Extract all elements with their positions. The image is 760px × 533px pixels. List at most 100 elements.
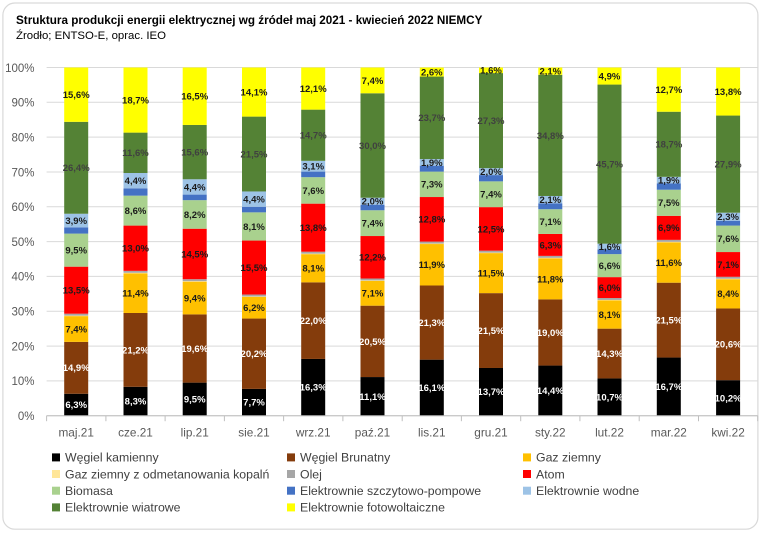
svg-text:19,6%: 19,6% [181, 344, 208, 355]
svg-text:Biomasa: Biomasa [65, 484, 113, 498]
svg-text:2,0%: 2,0% [480, 167, 502, 178]
svg-text:kwi.22: kwi.22 [711, 425, 744, 439]
svg-text:4,4%: 4,4% [184, 182, 206, 193]
svg-text:21,2%: 21,2% [122, 345, 149, 356]
svg-text:11,6%: 11,6% [122, 148, 149, 159]
svg-text:2,1%: 2,1% [539, 67, 561, 78]
svg-text:12,2%: 12,2% [359, 253, 386, 264]
svg-text:23,7%: 23,7% [418, 113, 445, 124]
svg-text:lis.21: lis.21 [418, 425, 446, 439]
svg-text:Atom: Atom [536, 467, 565, 481]
svg-text:13,5%: 13,5% [63, 286, 90, 297]
svg-text:8,3%: 8,3% [125, 397, 147, 408]
svg-text:11,1%: 11,1% [359, 392, 386, 403]
svg-text:6,9%: 6,9% [658, 223, 680, 234]
svg-text:20,6%: 20,6% [715, 340, 742, 351]
svg-text:Gaz ziemny: Gaz ziemny [536, 451, 602, 465]
svg-text:4,4%: 4,4% [125, 176, 147, 187]
svg-text:13,0%: 13,0% [122, 244, 149, 255]
svg-text:20,5%: 20,5% [359, 337, 386, 348]
svg-text:20,2%: 20,2% [241, 349, 268, 360]
svg-text:26,4%: 26,4% [63, 163, 90, 174]
svg-text:21,5%: 21,5% [241, 149, 268, 160]
svg-text:paź.21: paź.21 [355, 425, 390, 439]
svg-text:Węgiel Brunatny: Węgiel Brunatny [300, 451, 391, 465]
svg-text:7,1%: 7,1% [539, 217, 561, 228]
svg-text:wrz.21: wrz.21 [295, 425, 331, 439]
svg-text:20%: 20% [11, 341, 34, 353]
svg-text:7,6%: 7,6% [717, 234, 739, 245]
svg-text:14,1%: 14,1% [241, 87, 268, 98]
svg-text:lip.21: lip.21 [181, 425, 209, 439]
svg-text:8,1%: 8,1% [243, 222, 265, 233]
svg-text:8,1%: 8,1% [302, 264, 324, 275]
svg-text:maj.21: maj.21 [58, 425, 93, 439]
svg-text:8,2%: 8,2% [184, 210, 206, 221]
svg-text:9,4%: 9,4% [184, 293, 206, 304]
svg-text:30%: 30% [11, 307, 34, 319]
svg-text:13,8%: 13,8% [300, 223, 327, 234]
svg-text:7,4%: 7,4% [362, 219, 384, 230]
svg-text:7,3%: 7,3% [421, 180, 443, 191]
svg-text:cze.21: cze.21 [118, 425, 153, 439]
svg-text:16,7%: 16,7% [655, 382, 682, 393]
svg-text:4,4%: 4,4% [243, 195, 265, 206]
svg-text:Gaz ziemny z odmetanowania kop: Gaz ziemny z odmetanowania kopalń [65, 467, 270, 481]
svg-text:27,9%: 27,9% [715, 160, 742, 171]
svg-text:18,7%: 18,7% [655, 140, 682, 151]
svg-text:13,7%: 13,7% [478, 387, 505, 398]
svg-text:11,5%: 11,5% [478, 269, 505, 280]
svg-text:10,2%: 10,2% [715, 393, 742, 404]
svg-text:Elektrownie wiatrowe: Elektrownie wiatrowe [65, 501, 181, 515]
svg-text:21,5%: 21,5% [478, 326, 505, 337]
svg-text:9,5%: 9,5% [184, 395, 206, 406]
svg-text:90%: 90% [11, 98, 34, 110]
svg-text:1,6%: 1,6% [599, 242, 621, 253]
svg-text:16,5%: 16,5% [181, 92, 208, 103]
svg-text:11,8%: 11,8% [537, 274, 564, 285]
svg-text:15,5%: 15,5% [241, 263, 268, 274]
svg-text:34,8%: 34,8% [537, 131, 564, 142]
svg-text:gru.21: gru.21 [474, 425, 507, 439]
svg-text:1,6%: 1,6% [480, 66, 502, 77]
svg-text:2,0%: 2,0% [362, 197, 384, 208]
svg-text:60%: 60% [11, 202, 34, 214]
svg-text:14,7%: 14,7% [300, 131, 327, 142]
svg-text:11,4%: 11,4% [122, 289, 149, 300]
svg-text:7,4%: 7,4% [65, 324, 87, 335]
svg-text:21,5%: 21,5% [655, 316, 682, 327]
svg-text:12,7%: 12,7% [655, 85, 682, 96]
svg-text:16,3%: 16,3% [300, 383, 327, 394]
svg-text:12,1%: 12,1% [300, 84, 327, 95]
svg-text:27,3%: 27,3% [478, 116, 505, 127]
svg-text:mar.22: mar.22 [651, 425, 687, 439]
svg-text:22,0%: 22,0% [300, 316, 327, 327]
svg-text:4,9%: 4,9% [599, 71, 621, 82]
svg-text:13,8%: 13,8% [715, 87, 742, 98]
svg-text:sie.21: sie.21 [238, 425, 269, 439]
svg-text:30,0%: 30,0% [359, 141, 386, 152]
svg-text:40%: 40% [11, 272, 34, 284]
svg-text:80%: 80% [11, 132, 34, 144]
svg-text:7,5%: 7,5% [658, 198, 680, 209]
svg-text:45,7%: 45,7% [596, 160, 623, 171]
svg-text:70%: 70% [11, 167, 34, 179]
svg-text:12,8%: 12,8% [418, 215, 445, 226]
svg-text:9,5%: 9,5% [65, 246, 87, 257]
svg-text:7,4%: 7,4% [362, 76, 384, 87]
svg-text:14,4%: 14,4% [537, 386, 564, 397]
svg-text:Elektrownie szczytowo-pompowe: Elektrownie szczytowo-pompowe [300, 484, 481, 498]
svg-text:19,0%: 19,0% [537, 328, 564, 339]
svg-text:15,6%: 15,6% [63, 90, 90, 101]
svg-text:6,0%: 6,0% [599, 283, 621, 294]
svg-text:Elektrownie wodne: Elektrownie wodne [536, 484, 639, 498]
svg-text:10,7%: 10,7% [596, 393, 623, 404]
svg-text:7,1%: 7,1% [717, 260, 739, 271]
svg-text:lut.22: lut.22 [595, 425, 624, 439]
svg-text:100%: 100% [5, 63, 34, 75]
svg-text:Olej: Olej [300, 467, 322, 481]
svg-text:6,6%: 6,6% [599, 261, 621, 272]
svg-text:11,9%: 11,9% [419, 260, 446, 271]
svg-text:16,1%: 16,1% [418, 383, 445, 394]
svg-text:Węgiel kamienny: Węgiel kamienny [65, 451, 159, 465]
